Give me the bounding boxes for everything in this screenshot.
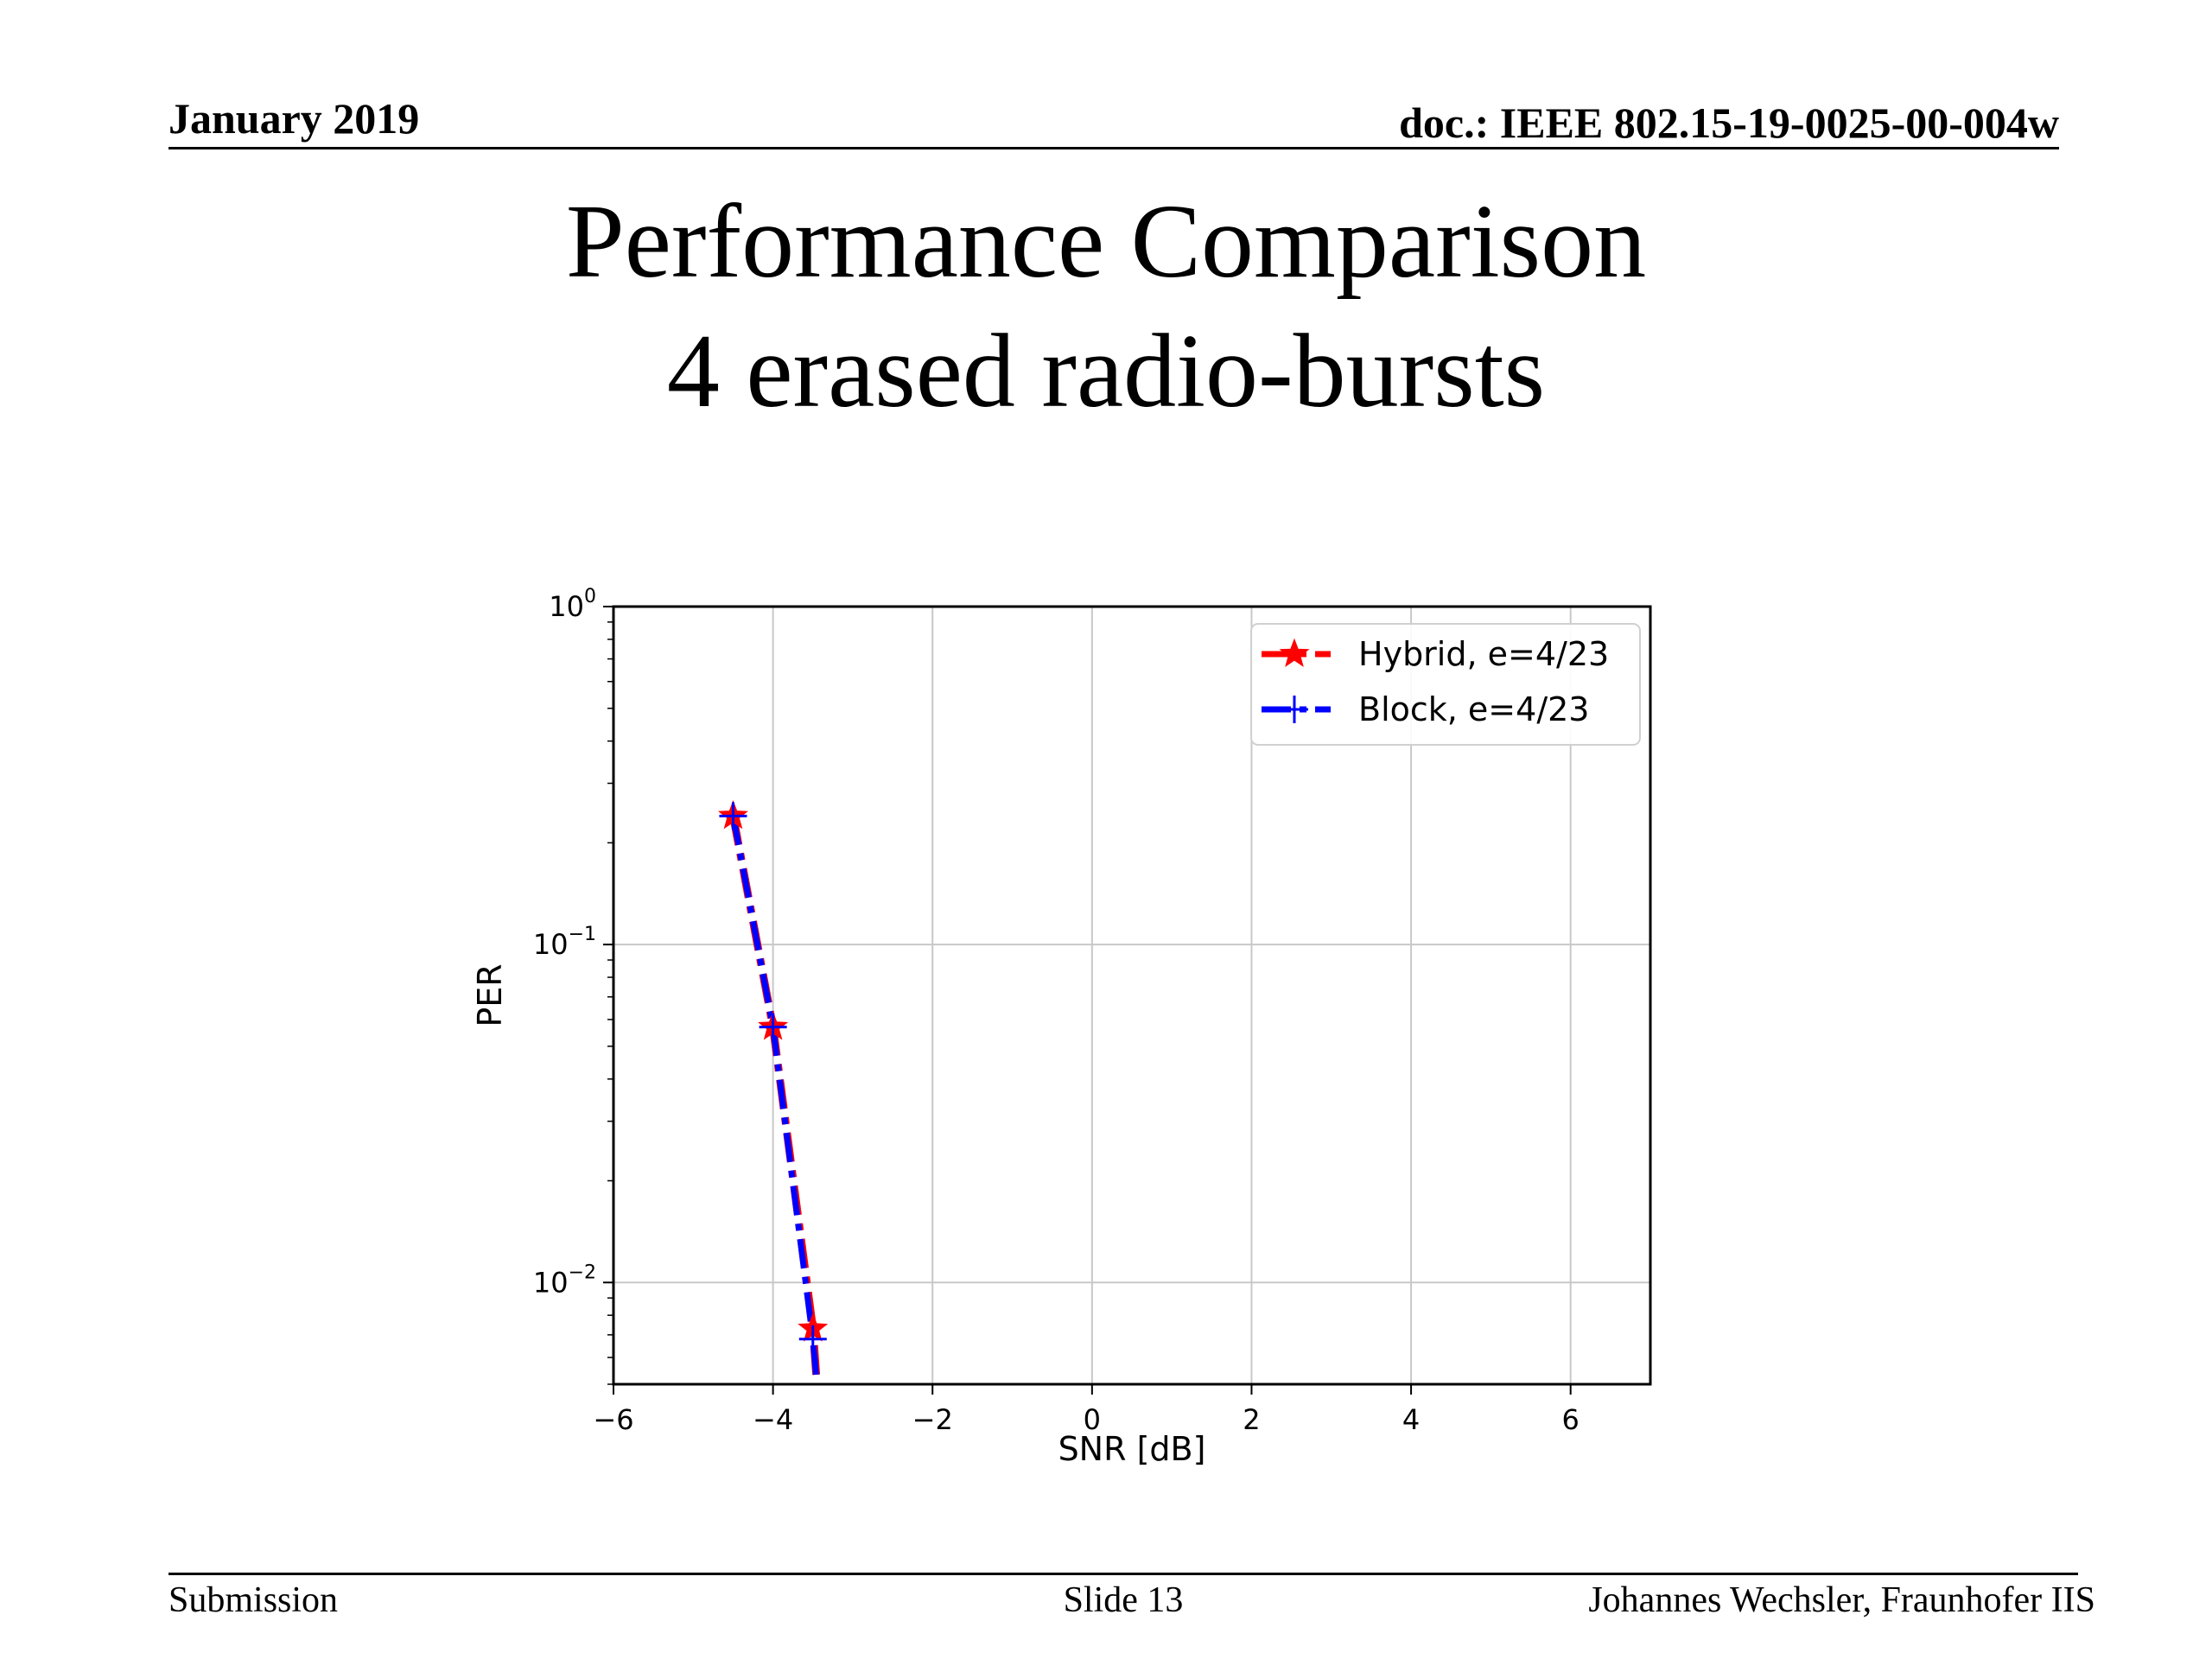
legend-swatch-marker bbox=[1279, 638, 1310, 667]
x-axis-label: SNR [dB] bbox=[1058, 1430, 1206, 1468]
footer-submission: Submission bbox=[168, 1580, 339, 1620]
x-tick-label: 4 bbox=[1402, 1403, 1420, 1436]
header-doc-id: doc.: IEEE 802.15-19-0025-00-004w bbox=[1399, 99, 2059, 147]
header-rule bbox=[168, 147, 2059, 149]
slide-title: Performance Comparison 4 erased radio-bu… bbox=[0, 177, 2212, 436]
y-tick-label: 10−2 bbox=[533, 1262, 596, 1299]
data-point-block bbox=[759, 1013, 787, 1041]
x-tick-label: 6 bbox=[1562, 1403, 1580, 1436]
plot-frame bbox=[612, 605, 1652, 1386]
y-axis-label: PER bbox=[471, 963, 509, 1027]
per-vs-snr-chart: −6 −4 −2 0 2 4 6 100 10−1 10−2 SNR [dB] PER Hybr… bbox=[471, 586, 1652, 1468]
header-date: January 2019 bbox=[168, 94, 420, 143]
series-line-block bbox=[730, 815, 820, 1385]
y-tick-label: 100 bbox=[549, 586, 596, 623]
footer-slide-number: Slide 13 bbox=[1063, 1580, 1184, 1620]
x-tick-label: −6 bbox=[593, 1403, 633, 1436]
footer-rule bbox=[168, 1573, 2078, 1575]
x-axis-ticks: −6 −4 −2 0 2 4 6 bbox=[593, 1384, 1580, 1436]
legend-box bbox=[1250, 623, 1641, 746]
data-point-block bbox=[719, 802, 747, 830]
slide-title-line1: Performance Comparison bbox=[565, 183, 1647, 300]
slide-title-line2: 4 erased radio-bursts bbox=[666, 313, 1546, 429]
y-tick-label: 10−1 bbox=[533, 924, 596, 961]
y-axis-ticks: 100 10−1 10−2 bbox=[533, 586, 613, 1385]
x-tick-label: −4 bbox=[753, 1403, 793, 1436]
x-tick-label: 0 bbox=[1084, 1403, 1101, 1436]
legend-label: Hybrid, e=4/23 bbox=[1358, 635, 1609, 673]
series-line-hybrid bbox=[729, 815, 821, 1385]
x-tick-label: 2 bbox=[1243, 1403, 1260, 1436]
footer-author: Johannes Wechsler, Fraunhofer IIS bbox=[1588, 1580, 2095, 1620]
chart-legend: Hybrid, e=4/23 Block, e=4/23 bbox=[1250, 623, 1641, 746]
data-point-block bbox=[798, 1325, 827, 1353]
legend-swatch-marker bbox=[1281, 696, 1308, 723]
x-tick-label: −2 bbox=[912, 1403, 953, 1436]
chart-series bbox=[717, 799, 829, 1385]
legend-label: Block, e=4/23 bbox=[1358, 690, 1589, 728]
